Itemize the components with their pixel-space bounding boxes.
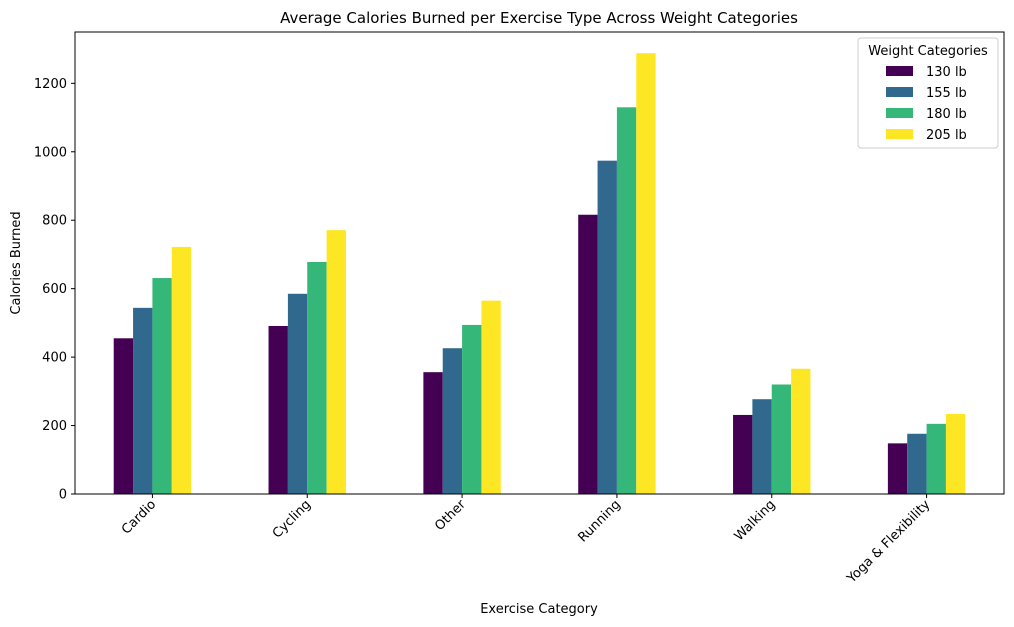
bar xyxy=(423,372,443,494)
x-tick-label: Other xyxy=(432,497,469,534)
y-tick-label: 600 xyxy=(42,282,67,297)
legend: Weight Categories 130 lb 155 lb 180 lb 205 l… xyxy=(857,37,999,149)
bar xyxy=(752,399,772,494)
legend-swatch xyxy=(886,87,913,97)
x-tick-label: Walking xyxy=(732,497,779,544)
x-tick-label: Running xyxy=(575,497,623,545)
legend-entry-label: 180 lb xyxy=(926,107,967,122)
bar xyxy=(945,413,966,494)
plot-frame xyxy=(74,31,1005,495)
bar xyxy=(791,368,811,494)
bar xyxy=(152,278,172,494)
bar xyxy=(578,214,598,494)
y-axis-label: Calories Burned xyxy=(9,211,24,314)
legend-box xyxy=(857,37,999,149)
bar xyxy=(481,300,501,494)
bar xyxy=(733,414,753,494)
bar xyxy=(907,433,927,494)
legend-entry-label: 130 lb xyxy=(926,65,967,80)
bar xyxy=(462,324,482,494)
bar xyxy=(887,443,908,494)
y-tick-label: 400 xyxy=(42,351,67,366)
bar xyxy=(287,293,308,494)
y-tick-label: 1000 xyxy=(34,145,67,160)
bar xyxy=(771,384,792,494)
legend-swatch xyxy=(886,129,913,139)
bar xyxy=(113,338,134,494)
bar xyxy=(133,307,153,494)
x-tick-label: Cardio xyxy=(119,497,159,537)
bar xyxy=(268,325,288,494)
x-tick-label: Yoga & Flexibility xyxy=(844,497,934,587)
y-tick-label: 200 xyxy=(42,419,67,434)
x-tick-label: Cycling xyxy=(270,497,314,541)
bar xyxy=(926,423,946,494)
bar xyxy=(171,246,192,494)
bar xyxy=(616,107,637,495)
legend-title: Weight Categories xyxy=(868,44,988,59)
y-tick-label: 800 xyxy=(42,214,67,229)
y-tick-label: 0 xyxy=(59,488,67,503)
bar xyxy=(597,160,617,495)
x-axis-label: Exercise Category xyxy=(480,602,598,617)
y-tick-label: 1200 xyxy=(34,77,67,92)
legend-entry-label: 205 lb xyxy=(926,128,967,143)
bar xyxy=(307,261,327,494)
legend-swatch xyxy=(886,108,913,118)
legend-swatch xyxy=(886,66,913,76)
bar xyxy=(326,230,346,494)
bar xyxy=(636,53,656,495)
chart-title: Average Calories Burned per Exercise Typ… xyxy=(280,9,798,27)
legend-entry-label: 155 lb xyxy=(926,86,967,101)
bar xyxy=(442,348,463,494)
